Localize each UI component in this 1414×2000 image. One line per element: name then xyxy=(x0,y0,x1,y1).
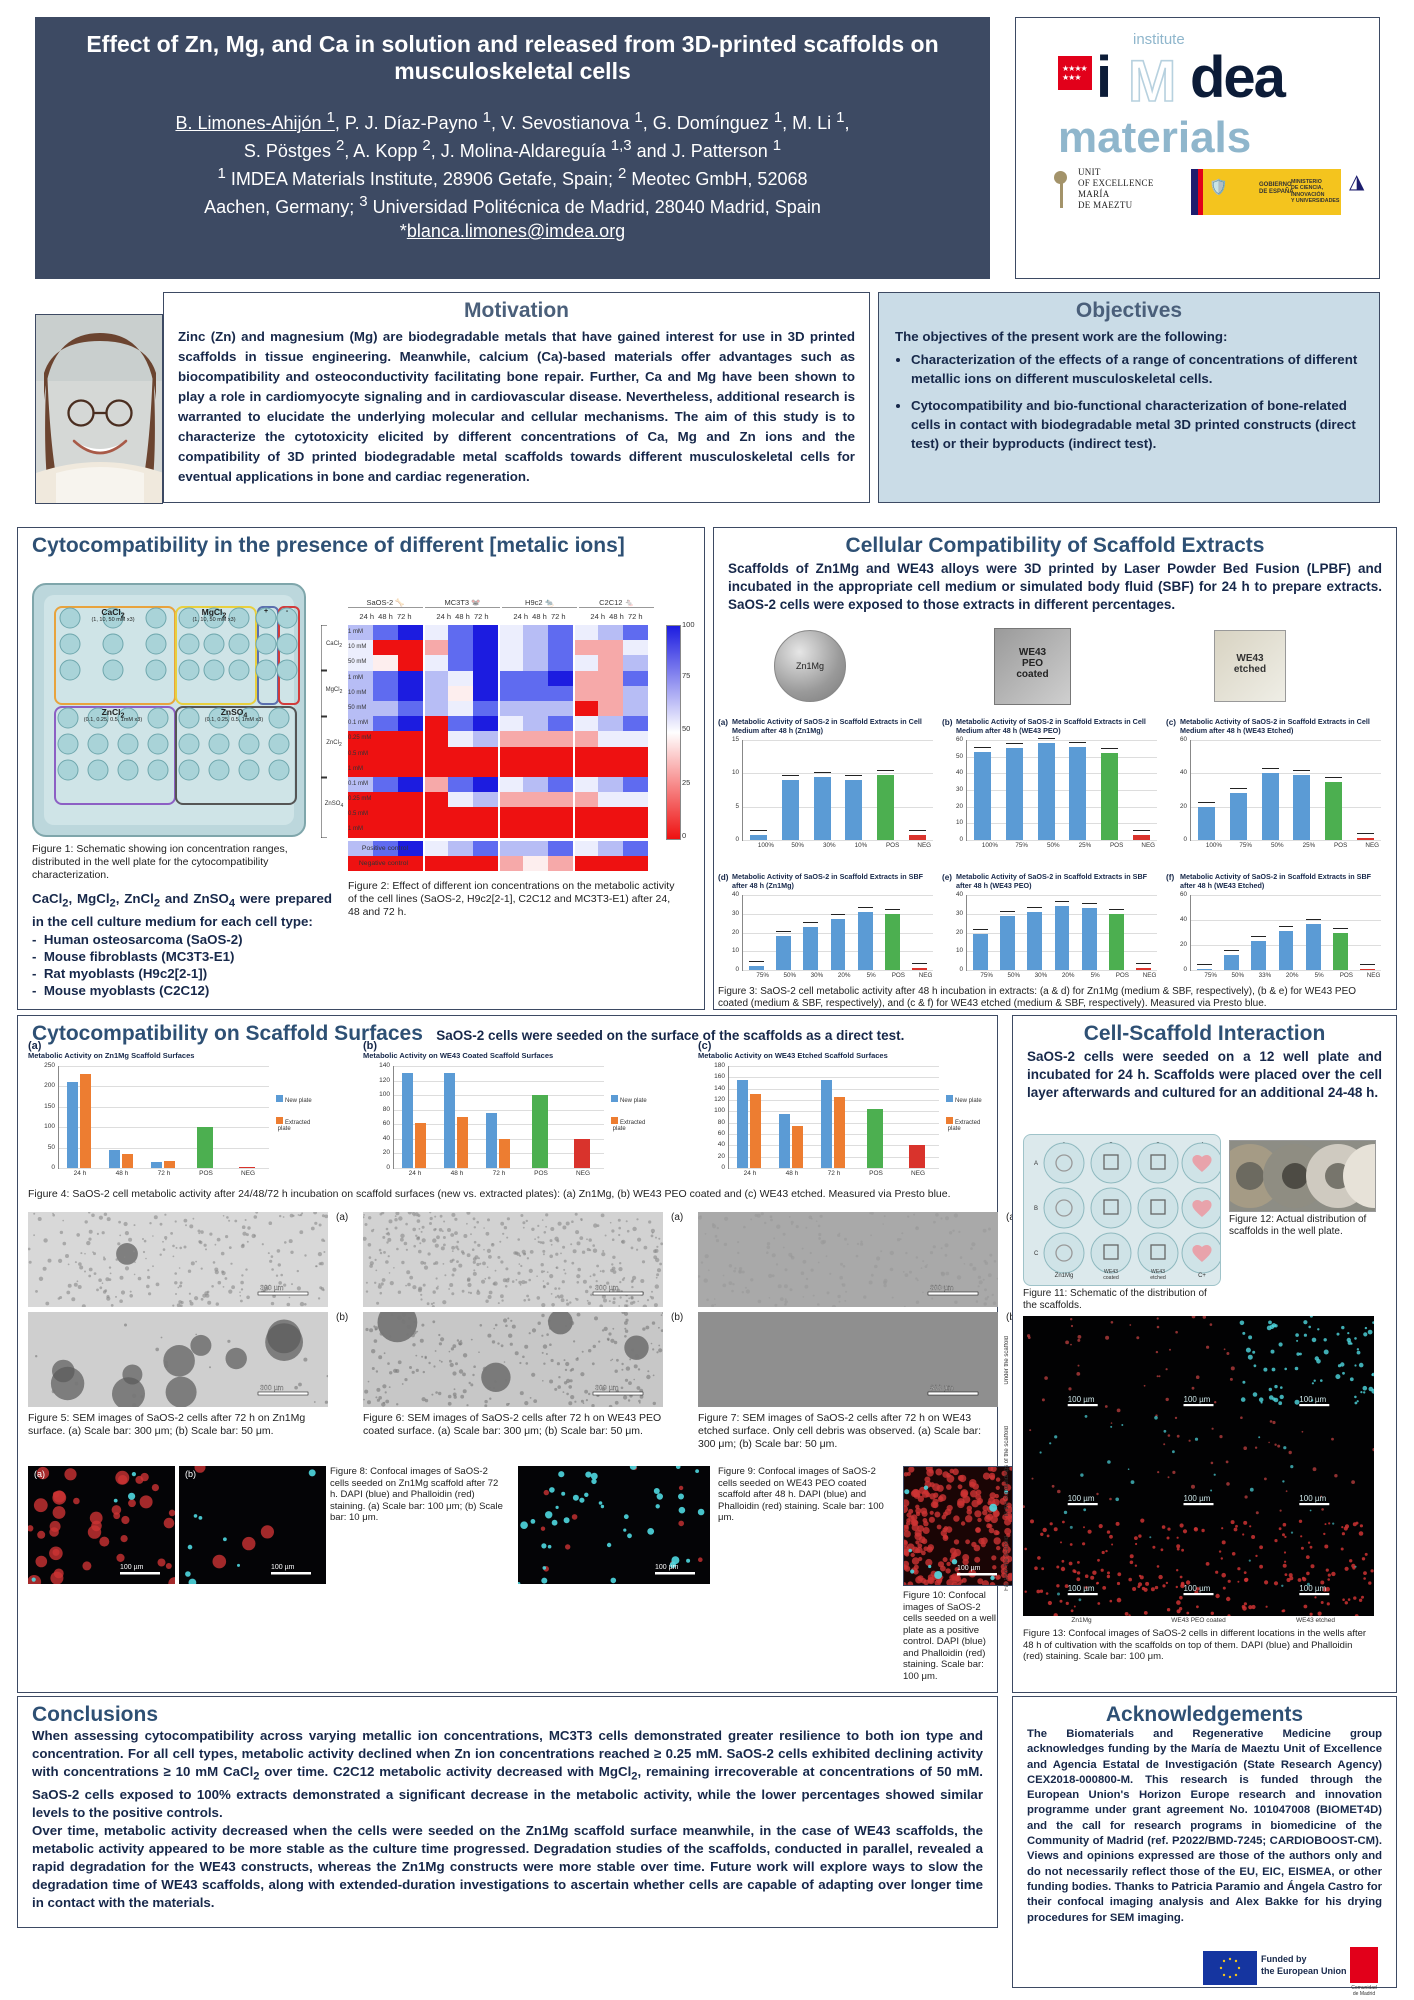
svg-text:100 µm: 100 µm xyxy=(1184,1395,1211,1404)
svg-text:300 µm: 300 µm xyxy=(595,1385,619,1392)
svg-text:etched: etched xyxy=(1150,1275,1166,1281)
svg-text:100 µm: 100 µm xyxy=(271,1564,295,1571)
svg-text:100 µm: 100 µm xyxy=(1068,1395,1095,1404)
svg-text:300 µm: 300 µm xyxy=(930,1385,954,1392)
svg-text:300 µm: 300 µm xyxy=(260,1385,284,1392)
svg-text:★★★: ★★★ xyxy=(1062,73,1081,82)
svg-text:A: A xyxy=(1034,1161,1038,1167)
svg-text:B: B xyxy=(1034,1206,1038,1212)
svg-text:100 µm: 100 µm xyxy=(1184,1584,1211,1593)
svg-text:100 µm: 100 µm xyxy=(120,1564,144,1571)
svg-text:★★★★: ★★★★ xyxy=(1062,64,1088,73)
svg-text:100 µm: 100 µm xyxy=(1068,1584,1095,1593)
svg-text:100 µm: 100 µm xyxy=(1184,1494,1211,1503)
svg-text:C+: C+ xyxy=(1198,1273,1206,1279)
svg-text:100 µm: 100 µm xyxy=(1068,1494,1095,1503)
svg-text:Zn1Mg: Zn1Mg xyxy=(1055,1273,1074,1279)
svg-text:coated: coated xyxy=(1103,1275,1119,1281)
svg-text:300 µm: 300 µm xyxy=(260,1285,284,1292)
svg-text:100 µm: 100 µm xyxy=(1299,1584,1326,1593)
svg-text:C: C xyxy=(1034,1251,1039,1257)
svg-text:100 µm: 100 µm xyxy=(1299,1395,1326,1404)
svg-text:300 µm: 300 µm xyxy=(930,1285,954,1292)
svg-text:100 µm: 100 µm xyxy=(655,1564,679,1571)
svg-text:300 µm: 300 µm xyxy=(595,1285,619,1292)
svg-text:100 µm: 100 µm xyxy=(1299,1494,1326,1503)
svg-text:100 µm: 100 µm xyxy=(957,1565,981,1572)
